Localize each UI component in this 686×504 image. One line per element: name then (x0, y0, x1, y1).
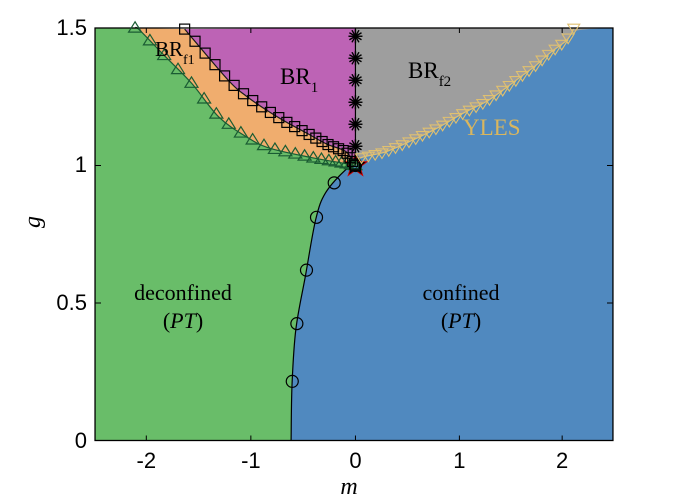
svg-text:g: g (20, 216, 46, 228)
svg-text:0.5: 0.5 (56, 290, 87, 315)
svg-text:m: m (340, 474, 357, 500)
svg-text:-2: -2 (137, 448, 157, 473)
svg-text:deconfined: deconfined (134, 280, 232, 305)
svg-text:(PT): (PT) (163, 308, 203, 333)
svg-text:YLES: YLES (463, 115, 521, 140)
svg-text:1.5: 1.5 (56, 15, 87, 40)
svg-text:confined: confined (423, 280, 500, 305)
svg-text:0: 0 (349, 448, 361, 473)
svg-text:0: 0 (75, 428, 87, 453)
svg-text:1: 1 (453, 448, 465, 473)
svg-text:(PT): (PT) (441, 308, 481, 333)
svg-text:2: 2 (556, 448, 568, 473)
svg-text:-1: -1 (241, 448, 261, 473)
svg-text:1: 1 (75, 152, 87, 177)
